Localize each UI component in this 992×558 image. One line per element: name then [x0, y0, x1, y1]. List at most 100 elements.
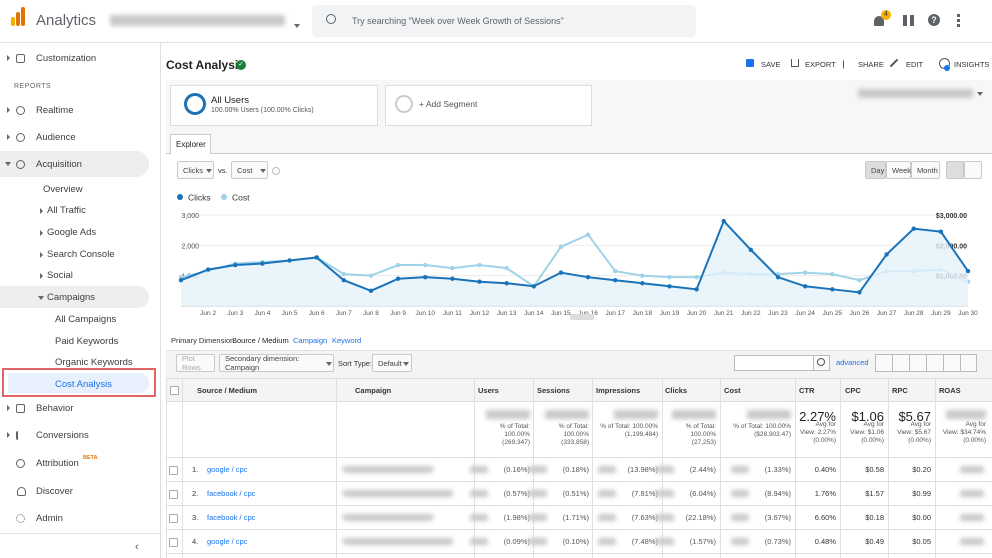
column-header[interactable]: Cost: [724, 386, 741, 395]
more-menu[interactable]: [957, 14, 960, 27]
period-label: Month: [917, 165, 938, 175]
metric-dropdown[interactable]: Cost: [231, 161, 268, 179]
source-medium[interactable]: facebook / cpc: [207, 513, 256, 522]
column-header[interactable]: Sessions: [537, 386, 570, 395]
total-value: $1.06: [851, 409, 884, 424]
nav-item[interactable]: Paid Keywords: [55, 336, 119, 347]
secondary-dimension[interactable]: Secondary dimension: Campaign: [219, 354, 334, 372]
row-checkbox[interactable]: [169, 514, 178, 523]
nav-item-active[interactable]: Cost Analysis: [55, 379, 113, 390]
sort-type[interactable]: Default: [372, 354, 412, 372]
column-header[interactable]: Clicks: [665, 386, 688, 395]
metric-1: Clicks: [183, 165, 203, 175]
column-header[interactable]: Source / Medium: [197, 386, 258, 395]
motion-chart-toggle[interactable]: [964, 161, 982, 179]
notifications[interactable]: [874, 16, 884, 26]
row-checkbox[interactable]: [169, 490, 178, 499]
chart-resize-handle[interactable]: [570, 314, 594, 320]
series-point: [911, 226, 916, 231]
y-tick-label: 3,000: [181, 213, 199, 220]
nav-item[interactable]: All Traffic: [47, 205, 86, 216]
caret: [40, 230, 43, 236]
row-checkbox[interactable]: [169, 538, 178, 547]
nav-item[interactable]: Customization: [36, 53, 97, 64]
insights-button[interactable]: INSIGHTS: [954, 60, 990, 69]
row-value: (7.48%): [631, 537, 658, 546]
column-header[interactable]: Campaign: [355, 386, 392, 395]
collapse-button[interactable]: ‹: [135, 541, 139, 553]
plot-rows-button[interactable]: Plot Rows: [176, 354, 215, 372]
column-divider: [935, 378, 936, 558]
nav-item[interactable]: Search Console: [47, 249, 115, 260]
row-checkbox[interactable]: [169, 466, 178, 475]
column-divider: [795, 378, 796, 558]
period-month[interactable]: Month: [911, 161, 940, 179]
x-tick-label: Jun 6: [309, 310, 325, 317]
account-selector[interactable]: [110, 15, 285, 26]
export-button[interactable]: EXPORT: [805, 60, 836, 69]
series-point: [857, 278, 862, 283]
total-blurred: [614, 410, 658, 419]
source-medium[interactable]: google / cpc: [207, 537, 248, 546]
column-header[interactable]: CTR: [799, 386, 815, 395]
nav-item[interactable]: Admin: [36, 513, 63, 524]
nav-item[interactable]: Conversions: [36, 430, 89, 441]
column-header[interactable]: ROAS: [939, 386, 961, 395]
total-blurred: [486, 410, 530, 419]
nav-item[interactable]: Behavior: [36, 403, 74, 414]
explorer-tab[interactable]: Explorer: [170, 134, 211, 154]
save-button[interactable]: SAVE: [761, 60, 781, 69]
line-chart-toggle[interactable]: [946, 161, 964, 179]
nav-item[interactable]: Google Ads: [47, 227, 97, 238]
dimension-link[interactable]: Campaign: [293, 336, 328, 345]
period-day[interactable]: Day: [865, 161, 886, 179]
select-all[interactable]: [170, 386, 179, 395]
column-divider: [720, 378, 721, 558]
metric-dropdown[interactable]: Clicks: [177, 161, 214, 179]
period-week[interactable]: Week: [886, 161, 911, 179]
total-value: 100.00%: [563, 431, 589, 438]
x-tick-label: Jun 3: [227, 310, 243, 317]
column-header[interactable]: RPC: [892, 386, 908, 395]
total-value: % of Total:: [499, 423, 530, 430]
edit-button[interactable]: EDIT: [906, 60, 924, 69]
nav-item[interactable]: Audience: [36, 132, 76, 143]
nav-item[interactable]: Attribution: [36, 458, 79, 469]
nav-item[interactable]: Discover: [36, 486, 73, 497]
nav-item[interactable]: All Campaigns: [55, 314, 117, 325]
nav-item[interactable]: Organic Keywords: [55, 357, 133, 368]
series-point: [233, 262, 238, 268]
column-header[interactable]: CPC: [845, 386, 861, 395]
add-segment-card[interactable]: [385, 85, 592, 126]
series-point: [667, 274, 672, 280]
search-box[interactable]: [312, 5, 696, 37]
caret: [260, 169, 266, 173]
nav-item[interactable]: Campaigns: [47, 292, 96, 303]
source-medium[interactable]: facebook / cpc: [207, 489, 256, 498]
row-value: (1.98%): [503, 513, 530, 522]
apps-icon[interactable]: [903, 15, 914, 26]
total-value: (27,253): [691, 439, 716, 446]
help-icon[interactable]: ?: [928, 14, 940, 26]
advanced-link[interactable]: advanced: [836, 358, 869, 367]
row-value: $0.20: [912, 465, 931, 474]
column-divider: [888, 378, 889, 558]
total-value: View: $5.67: [897, 429, 931, 436]
column-header[interactable]: Users: [478, 386, 499, 395]
nav-item[interactable]: Social: [47, 270, 73, 281]
caret: [7, 55, 10, 61]
nav-item[interactable]: Realtime: [36, 105, 74, 116]
share-button[interactable]: SHARE: [858, 60, 884, 69]
add-segment[interactable]: + Add Segment: [419, 99, 478, 109]
nav-item[interactable]: Overview: [43, 184, 83, 195]
nav-item[interactable]: Acquisition: [36, 159, 82, 170]
table-search[interactable]: [734, 355, 814, 371]
dimension-link[interactable]: Keyword: [332, 336, 362, 345]
column-header[interactable]: Impressions: [596, 386, 641, 395]
view-toggles[interactable]: [875, 354, 977, 372]
total-value: Avg for: [910, 421, 931, 428]
icon: [16, 431, 25, 440]
source-medium[interactable]: google / cpc: [207, 465, 248, 474]
date-range[interactable]: [858, 89, 973, 98]
remove-metric[interactable]: [272, 167, 280, 175]
